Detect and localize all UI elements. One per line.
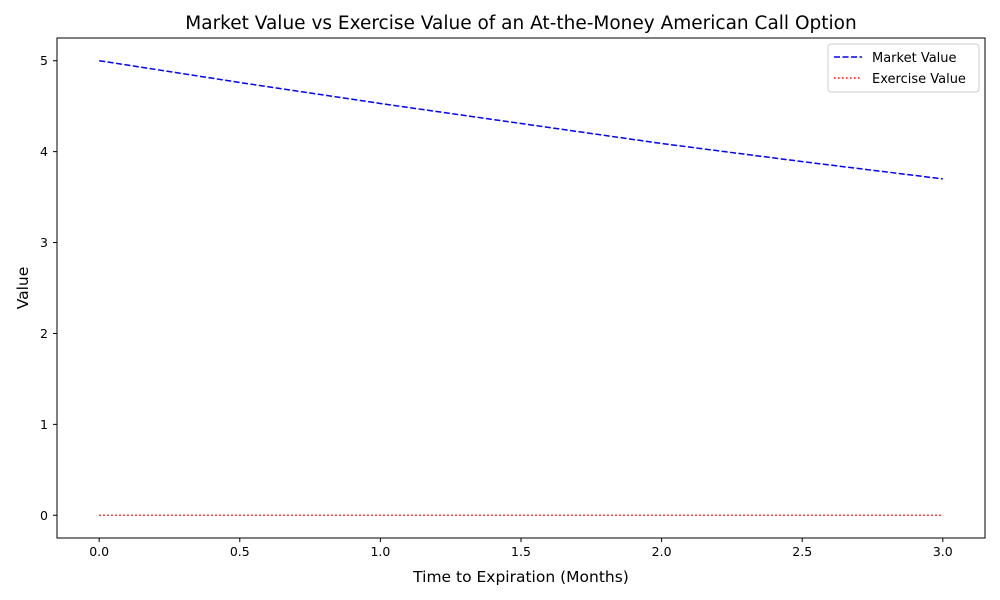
x-axis-label: Time to Expiration (Months) <box>412 568 629 586</box>
x-tick-label: 2.0 <box>652 544 672 559</box>
y-tick-label: 3 <box>40 235 48 250</box>
legend-label-market-value: Market Value <box>872 51 957 66</box>
x-tick-label: 0.0 <box>89 544 109 559</box>
x-tick-label: 0.5 <box>230 544 250 559</box>
x-tick-label: 3.0 <box>933 544 953 559</box>
x-tick-label: 1.5 <box>511 544 531 559</box>
x-tick-label: 1.0 <box>370 544 390 559</box>
chart-title: Market Value vs Exercise Value of an At-… <box>185 13 856 34</box>
y-tick-label: 5 <box>40 53 48 68</box>
series-layer <box>99 59 943 517</box>
y-tick-label: 0 <box>40 508 48 523</box>
legend: Market Value Exercise Value <box>827 43 980 93</box>
x-tick-label: 2.5 <box>792 544 812 559</box>
series-line-market-value <box>99 59 943 180</box>
y-tick-label: 2 <box>40 326 48 341</box>
x-axis: 0.0 0.5 1.0 1.5 2.0 2.5 3.0 <box>89 538 953 559</box>
plot-area-frame <box>56 37 986 539</box>
legend-label-exercise-value: Exercise Value <box>872 72 966 87</box>
y-axis-label: Value <box>14 267 32 310</box>
y-tick-label: 1 <box>40 417 48 432</box>
y-axis: 0 1 2 3 4 5 <box>40 53 57 523</box>
y-tick-label: 4 <box>40 144 48 159</box>
legend-frame <box>827 43 980 93</box>
